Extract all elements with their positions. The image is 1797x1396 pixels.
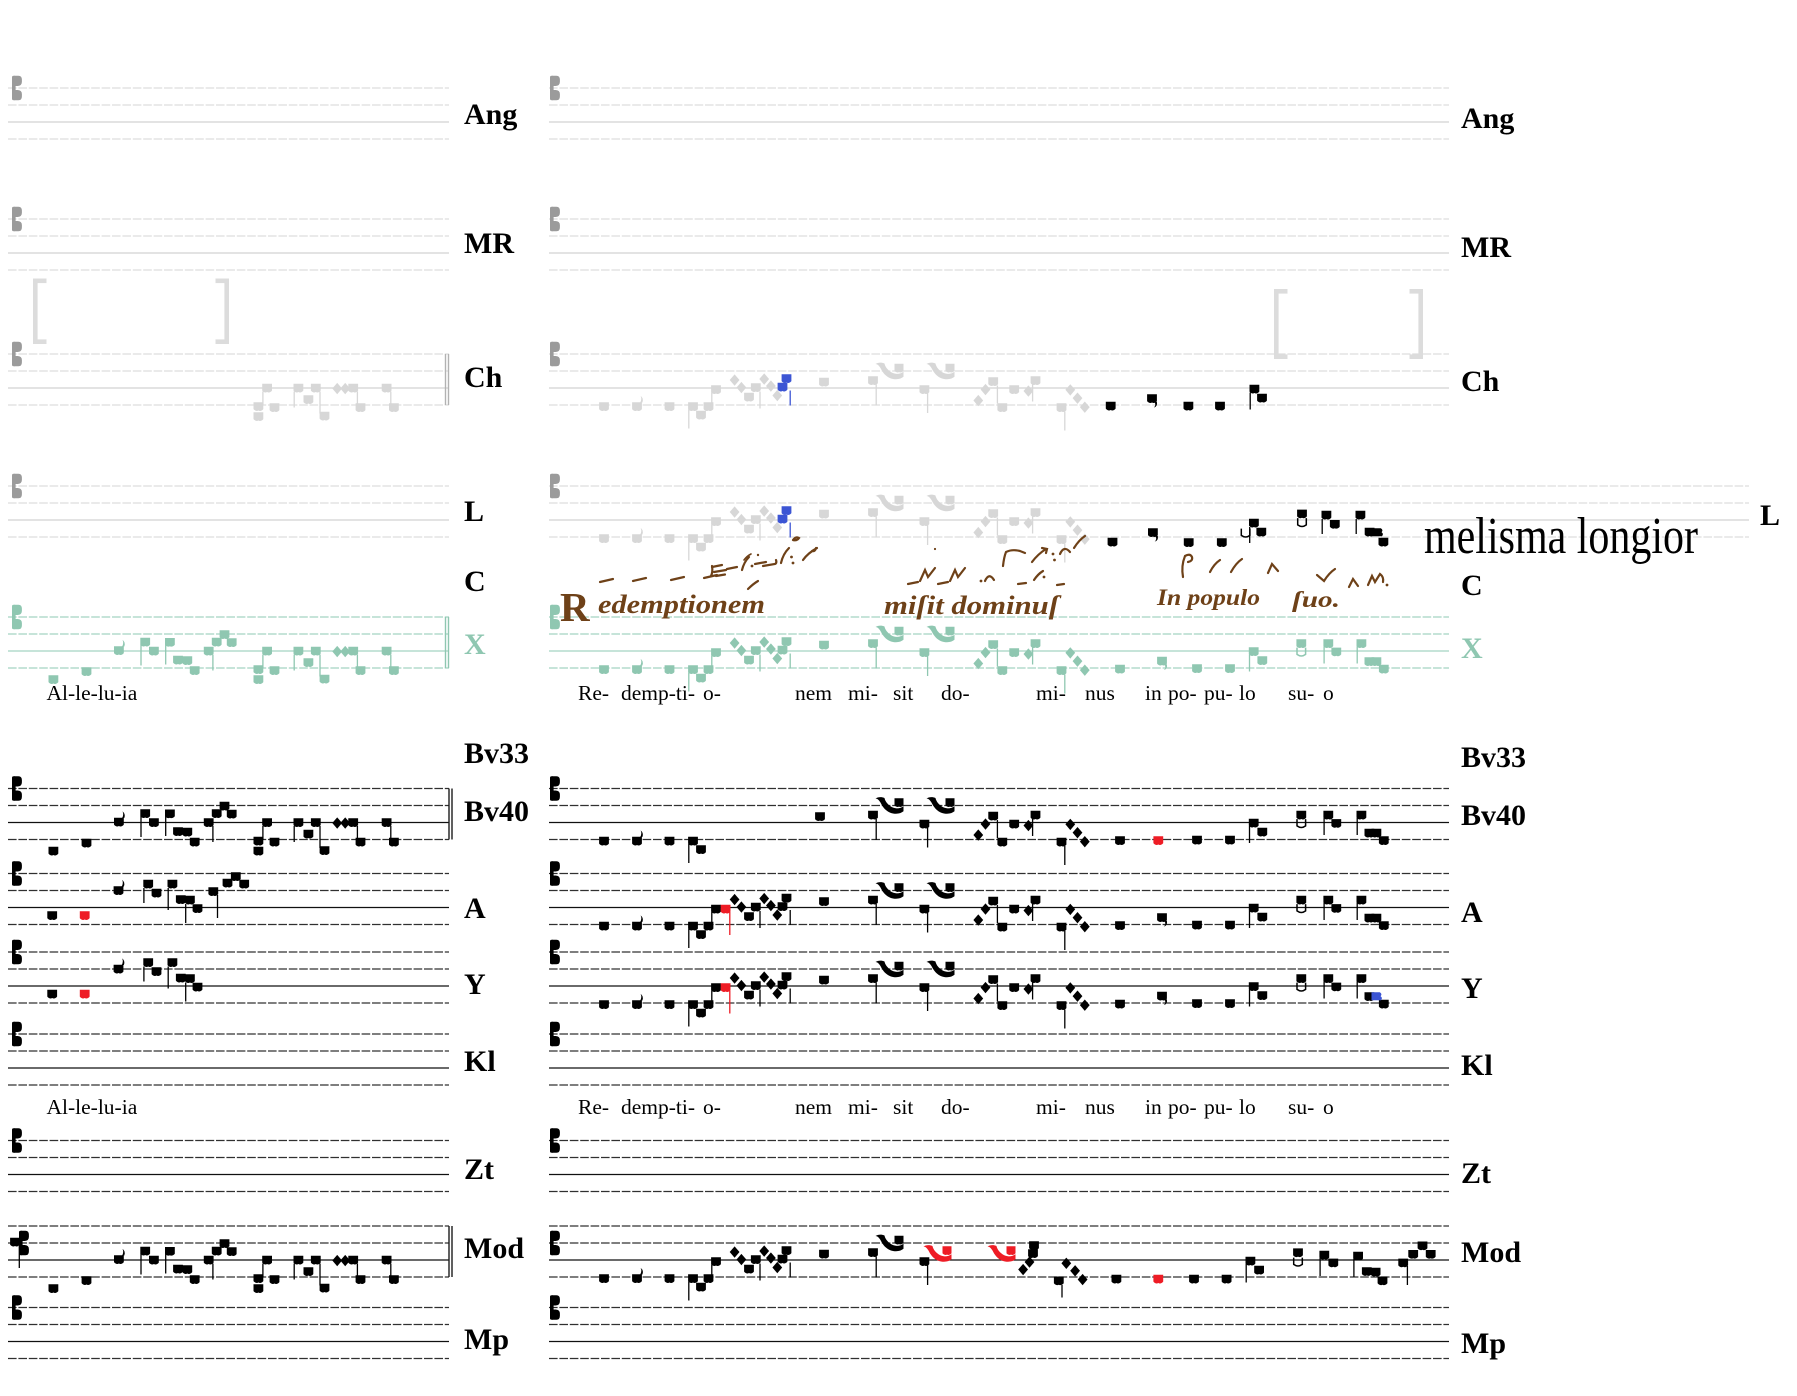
svg-text:nem: nem (795, 1095, 832, 1119)
svg-text:Mod: Mod (464, 1232, 524, 1265)
svg-text:demp-ti-: demp-ti- (621, 681, 695, 705)
svg-text:Zt: Zt (464, 1153, 494, 1186)
svg-text:Bv33: Bv33 (464, 737, 529, 770)
svg-text:do-: do- (941, 681, 970, 705)
svg-text:mi-: mi- (848, 1095, 878, 1119)
svg-text:Ang: Ang (464, 98, 517, 131)
svg-text:melisma longior: melisma longior (1424, 508, 1698, 565)
svg-text:L: L (464, 495, 484, 528)
svg-text:Ch: Ch (1461, 365, 1500, 398)
svg-text:pu-: pu- (1204, 1095, 1233, 1119)
svg-text:Mp: Mp (1461, 1327, 1506, 1360)
svg-text:L: L (1760, 499, 1780, 532)
svg-text:nem: nem (795, 681, 832, 705)
svg-text:X: X (1461, 632, 1483, 665)
svg-text:Zt: Zt (1461, 1157, 1491, 1190)
svg-text:MR: MR (464, 227, 514, 260)
svg-text:o-: o- (703, 681, 721, 705)
svg-text:Ang: Ang (1461, 102, 1514, 135)
svg-text:nus: nus (1085, 1095, 1115, 1119)
svg-text:MR: MR (1461, 231, 1511, 264)
svg-text:mi-: mi- (1036, 1095, 1066, 1119)
svg-text:ſuo.: ſuo. (1292, 587, 1340, 612)
svg-text:Bv33: Bv33 (1461, 741, 1526, 774)
svg-text:R: R (560, 584, 590, 630)
svg-text:lo: lo (1239, 1095, 1256, 1119)
svg-text:Bv40: Bv40 (464, 795, 529, 828)
svg-text:su-: su- (1288, 1095, 1314, 1119)
svg-text:A: A (1461, 896, 1483, 929)
svg-text:po-: po- (1168, 681, 1197, 705)
svg-text:do-: do- (941, 1095, 970, 1119)
svg-text:Re-: Re- (578, 1095, 609, 1119)
svg-text:in: in (1145, 681, 1162, 705)
svg-text:mi-: mi- (1036, 681, 1066, 705)
svg-text:Re-: Re- (578, 681, 609, 705)
svg-text:X: X (464, 628, 486, 661)
svg-text:lo: lo (1239, 681, 1256, 705)
svg-text:Mod: Mod (1461, 1236, 1521, 1269)
svg-text:o-: o- (703, 1095, 721, 1119)
svg-text:edemptionem: edemptionem (598, 590, 765, 619)
svg-text:mi-: mi- (848, 681, 878, 705)
svg-text:Al-le-lu-ia: Al-le-lu-ia (47, 1095, 138, 1119)
svg-text:Kl: Kl (464, 1045, 496, 1078)
svg-text:Y: Y (464, 968, 486, 1001)
svg-text:Kl: Kl (1461, 1049, 1493, 1082)
svg-text:su-: su- (1288, 681, 1314, 705)
svg-text:Bv40: Bv40 (1461, 799, 1526, 832)
svg-text:in: in (1145, 1095, 1162, 1119)
svg-text:In populo: In populo (1156, 585, 1260, 610)
svg-text:demp-ti-: demp-ti- (621, 1095, 695, 1119)
svg-text:sit: sit (893, 681, 913, 705)
svg-text:C: C (1461, 569, 1483, 602)
svg-text:Al-le-lu-ia: Al-le-lu-ia (47, 681, 138, 705)
svg-text:Mp: Mp (464, 1323, 509, 1356)
svg-text:pu-: pu- (1204, 681, 1233, 705)
svg-text:o: o (1323, 1095, 1334, 1119)
svg-text:o: o (1323, 681, 1334, 705)
svg-text:nus: nus (1085, 681, 1115, 705)
svg-text:miſit dominuſ: miſit dominuſ (884, 591, 1062, 620)
svg-text:sit: sit (893, 1095, 913, 1119)
svg-text:Ch: Ch (464, 361, 503, 394)
svg-text:C: C (464, 565, 486, 598)
svg-text:A: A (464, 892, 486, 925)
svg-text:Y: Y (1461, 972, 1483, 1005)
svg-text:po-: po- (1168, 1095, 1197, 1119)
